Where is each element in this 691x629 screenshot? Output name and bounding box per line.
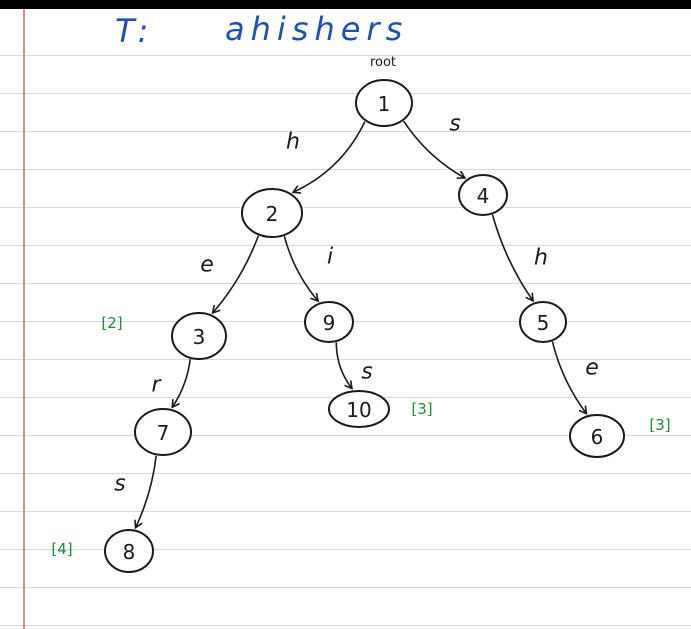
node-circle (458, 174, 508, 216)
margin-line (23, 9, 25, 629)
ruled-line (0, 549, 691, 550)
node-circle (104, 529, 154, 573)
node-7: 7 (134, 408, 192, 456)
edge-1-2 (291, 121, 366, 194)
edge-label-3-7: r (151, 373, 162, 398)
ruled-line (0, 587, 691, 588)
edge-7-8 (134, 455, 157, 530)
node-circle (241, 188, 303, 238)
edge-label-7-8: s (114, 472, 125, 497)
node-circle (134, 408, 192, 456)
node-10: 10 (328, 390, 390, 428)
node-circle (569, 414, 625, 458)
ruled-line (0, 473, 691, 474)
ruled-line (0, 207, 691, 208)
annotation-node-3: [2] (101, 314, 122, 332)
ruled-line (0, 93, 691, 94)
edge-label-1-2: h (286, 130, 300, 155)
node-8: 8 (104, 529, 154, 573)
edge-label-1-4: s (449, 112, 460, 137)
edge-5-6 (551, 341, 588, 415)
node-label: 8 (123, 540, 136, 564)
ruled-line (0, 359, 691, 360)
top-bar (0, 0, 691, 9)
node-circle (328, 390, 390, 428)
node-6: 6 (569, 414, 625, 458)
node-label: 3 (193, 325, 206, 349)
root-label: root (370, 55, 396, 70)
annotations-layer: [2] [3] [3] [4] (51, 314, 670, 558)
ruled-line (0, 245, 691, 246)
annotation-node-8: [4] (51, 540, 72, 558)
title-word: ahishers (225, 10, 408, 48)
edge-label-2-3: e (200, 253, 214, 278)
node-2: 2 (241, 188, 303, 238)
node-label: 9 (323, 311, 336, 335)
annotation-node-10: [3] (411, 400, 432, 418)
node-circle (355, 79, 413, 127)
node-circle (171, 312, 227, 360)
edge-3-7 (171, 359, 191, 409)
node-3: 3 (171, 312, 227, 360)
ruled-line (0, 169, 691, 170)
node-circle (519, 301, 567, 343)
edge-2-3 (211, 235, 259, 315)
nodes-layer: 1 2 4 3 9 5 7 10 6 8 (104, 79, 625, 573)
ruled-line (0, 55, 691, 56)
node-label: 4 (477, 184, 490, 208)
ruled-line (0, 511, 691, 512)
ruled-line (0, 435, 691, 436)
node-label: 2 (266, 202, 279, 226)
node-label: 1 (378, 92, 391, 116)
edges-layer: h s e i h r s e s (114, 112, 599, 530)
node-label: 10 (346, 398, 371, 422)
node-label: 5 (537, 311, 550, 335)
node-9: 9 (304, 301, 354, 343)
title-prefix: T: (115, 12, 154, 50)
edge-2-9 (283, 236, 320, 303)
ruled-line (0, 131, 691, 132)
edge-4-5 (491, 214, 534, 303)
node-1: 1 (355, 79, 413, 127)
edge-9-10 (335, 342, 353, 390)
edge-label-2-9: i (327, 245, 333, 270)
node-label: 7 (157, 421, 170, 445)
edge-label-5-6: e (585, 356, 599, 381)
ruled-line (0, 283, 691, 284)
node-4: 4 (458, 174, 508, 216)
edge-1-4 (403, 120, 467, 179)
node-5: 5 (519, 301, 567, 343)
edge-label-9-10: s (361, 360, 372, 385)
ruled-line (0, 625, 691, 626)
edge-label-4-5: h (534, 246, 548, 271)
annotation-node-6: [3] (649, 416, 670, 434)
node-label: 6 (591, 425, 604, 449)
node-circle (304, 301, 354, 343)
